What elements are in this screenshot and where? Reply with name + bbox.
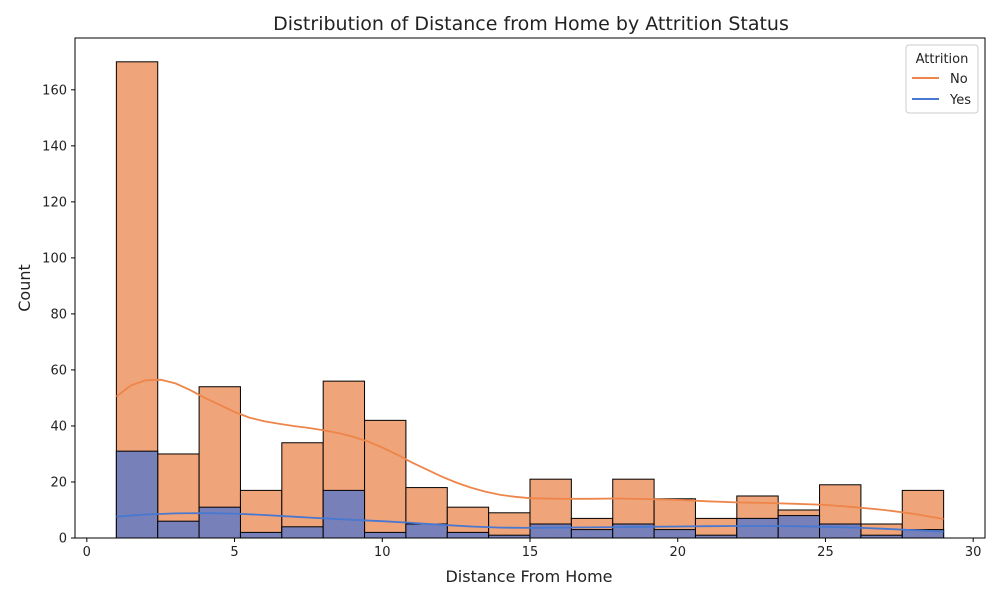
y-tick-label: 100 [42, 251, 67, 266]
y-tick-label: 160 [42, 83, 67, 98]
legend-label-yes: Yes [949, 93, 971, 108]
legend-label-no: No [950, 72, 968, 87]
bar-yes-6 [364, 531, 407, 539]
x-tick-label: 30 [965, 545, 982, 560]
bar-no-6 [364, 419, 407, 539]
y-axis-label: Count [15, 264, 34, 312]
bar-yes-7 [405, 523, 448, 539]
x-tick-label: 15 [522, 545, 539, 560]
bar-yes-3 [239, 531, 283, 539]
y-axis-ticks: 0 20 40 60 80 100 120 140 160 [42, 83, 75, 547]
bar-no-9 [488, 512, 531, 539]
kde-line-no [115, 378, 944, 520]
bar-yes-10 [529, 523, 572, 539]
x-tick-label: 5 [230, 545, 238, 560]
kde-line-yes [116, 512, 944, 533]
y-tick-label: 120 [42, 195, 67, 210]
legend: Attrition No Yes [905, 44, 979, 114]
legend-title: Attrition [916, 52, 969, 67]
bar-yes-11 [570, 529, 614, 539]
bar-yes-5 [322, 489, 366, 539]
x-tick-label: 25 [817, 545, 834, 560]
bars-yes-series [115, 450, 945, 539]
bar-yes-4 [281, 526, 324, 539]
bar-yes-1 [157, 520, 200, 539]
legend-box [905, 44, 979, 114]
bar-yes-15 [736, 517, 779, 539]
bar-yes-0 [115, 450, 159, 539]
chart-title: Distribution of Distance from Home by At… [273, 13, 789, 35]
x-axis-ticks: 0 5 10 15 20 25 30 [83, 538, 982, 560]
x-tick-label: 0 [83, 545, 91, 560]
y-tick-label: 40 [50, 419, 67, 434]
x-axis-label: Distance From Home [445, 567, 612, 586]
y-tick-label: 0 [59, 532, 67, 547]
kde-lines [115, 378, 944, 533]
x-tick-label: 20 [669, 545, 686, 560]
bar-yes-8 [446, 531, 490, 539]
y-tick-label: 60 [50, 363, 67, 378]
y-tick-label: 20 [50, 475, 67, 490]
bar-yes-2 [198, 506, 241, 539]
x-tick-label: 10 [374, 545, 391, 560]
y-tick-label: 140 [42, 139, 67, 154]
bar-yes-13 [653, 529, 696, 539]
y-tick-label: 80 [50, 307, 67, 322]
bar-no-4 [281, 442, 324, 539]
